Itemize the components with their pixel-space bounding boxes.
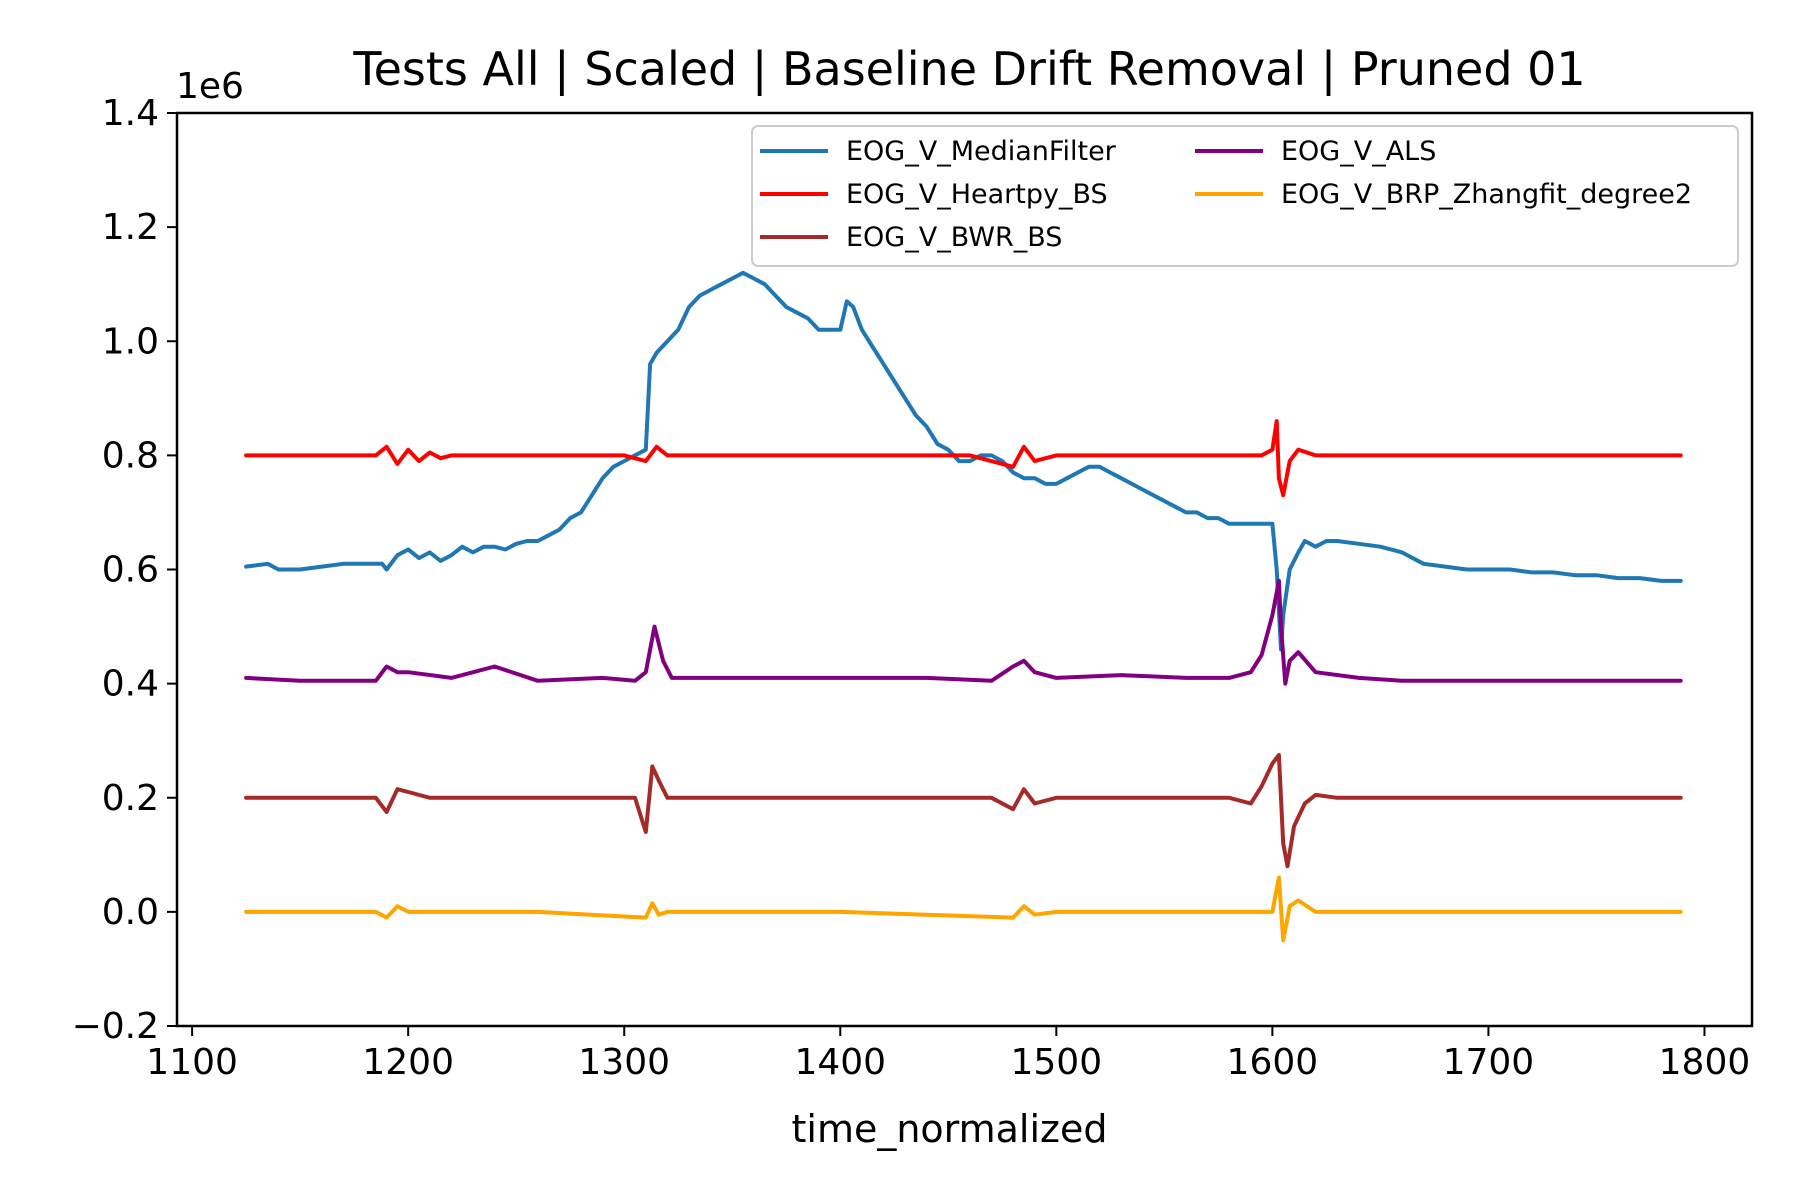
x-tick-label: 1800 [1659, 1042, 1751, 1083]
y-tick-label: 1.4 [102, 93, 159, 134]
series-line-EOG_V_MedianFilter [244, 270, 1683, 652]
legend-label: EOG_V_ALS [1281, 136, 1436, 167]
legend-label: EOG_V_BRP_Zhangfit_degree2 [1281, 179, 1692, 210]
y-tick-label: 1.2 [102, 207, 159, 248]
series-line-EOG_V_BRP_Zhangfit_degree2 [244, 875, 1683, 943]
y-tick-label: 0.2 [102, 778, 159, 819]
series-line-EOG_V_ALS [244, 578, 1683, 686]
y-tick-label: 0.8 [102, 435, 159, 476]
y-tick-label: 0.0 [102, 892, 159, 933]
legend-label: EOG_V_Heartpy_BS [846, 179, 1108, 210]
y-tick-label: 0.4 [102, 664, 159, 705]
y-ticks: −0.2 0.0 0.2 0.4 0.6 0.8 1.0 1.2 1.4 [72, 93, 177, 1047]
series-line-EOG_V_Heartpy_BS [244, 419, 1683, 498]
x-tick-label: 1400 [794, 1042, 886, 1083]
series-layer [244, 270, 1683, 943]
y-axis-multiplier: 1e6 [176, 66, 244, 107]
y-tick-label: 0.6 [102, 550, 159, 591]
x-tick-label: 1600 [1227, 1042, 1319, 1083]
x-tick-label: 1500 [1011, 1042, 1103, 1083]
x-tick-label: 1300 [578, 1042, 670, 1083]
legend-entries: EOG_V_MedianFilter EOG_V_Heartpy_BS EOG_V_… [760, 136, 1692, 253]
chart-title: Tests All | Scaled | Baseline Drift Remo… [352, 42, 1585, 97]
x-ticks: 1100 1200 1300 1400 1500 1600 1700 1800 [146, 1026, 1750, 1083]
legend-label: EOG_V_BWR_BS [846, 222, 1062, 253]
x-tick-label: 1700 [1443, 1042, 1535, 1083]
y-tick-label: 1.0 [102, 321, 159, 362]
series-line-EOG_V_BWR_BS [244, 753, 1683, 869]
x-axis-title: time_normalized [791, 1107, 1107, 1151]
y-tick-label: −0.2 [72, 1006, 159, 1047]
legend-label: EOG_V_MedianFilter [846, 136, 1117, 167]
legend: EOG_V_MedianFilter EOG_V_Heartpy_BS EOG_V_… [751, 125, 1739, 267]
x-tick-label: 1100 [146, 1042, 238, 1083]
x-tick-label: 1200 [362, 1042, 454, 1083]
